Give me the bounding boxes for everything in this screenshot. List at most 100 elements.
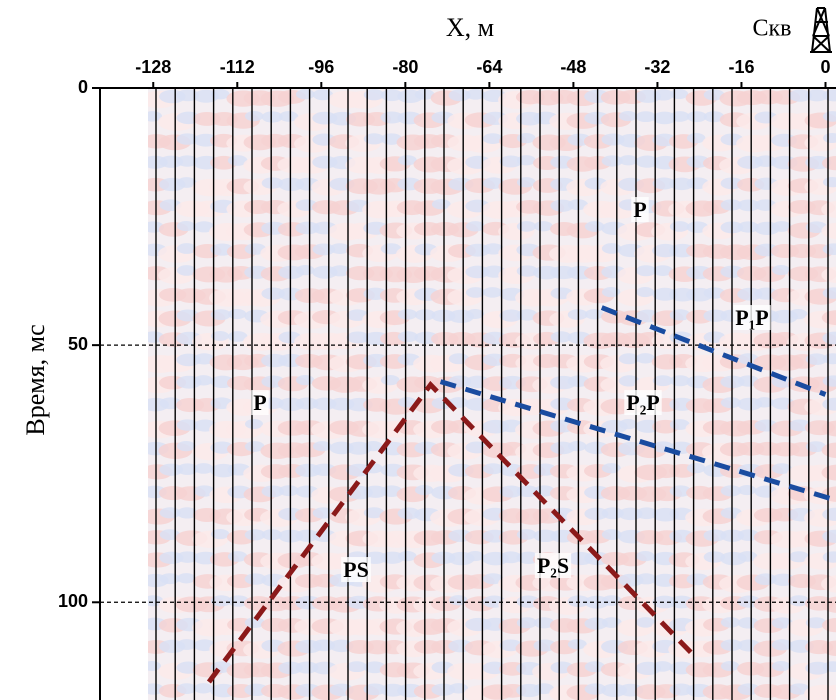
amplitude-blob [193,353,215,365]
amplitude-blob [516,617,538,629]
amplitude-blob [821,596,836,613]
amplitude-blob [618,353,640,365]
amplitude-blob [635,507,658,520]
amplitude-blob [176,221,196,232]
amplitude-blob [550,199,575,212]
amplitude-blob [176,89,200,102]
amplitude-blob [329,265,351,277]
amplitude-blob [380,375,400,386]
amplitude-blob [465,221,485,232]
amplitude-blob [176,573,196,584]
amplitude-blob [601,463,621,474]
amplitude-blob [584,617,608,630]
amplitude-blob [822,89,836,102]
amplitude-blob [720,397,742,409]
amplitude-blob [821,310,836,326]
amplitude-blob [278,485,300,497]
amplitude-blob [278,111,299,122]
amplitude-blob [703,529,727,542]
well-icon [810,7,832,53]
amplitude-blob [737,617,759,629]
amplitude-blob [397,331,418,343]
amplitude-blob [805,353,828,365]
amplitude-blob [771,639,793,651]
amplitude-blob [584,683,607,695]
wave-label-box [631,197,649,223]
amplitude-blob [159,551,184,565]
amplitude-blob [363,133,385,145]
amplitude-blob [312,243,336,256]
wave-label: P₂P [626,390,659,415]
amplitude-blob [821,618,836,633]
amplitude-blob [227,309,247,320]
amplitude-blob [686,111,707,123]
amplitude-blob [176,441,196,452]
amplitude-blob [176,683,197,694]
amplitude-blob [244,441,265,452]
amplitude-blob [176,639,197,650]
amplitude-blob [295,221,320,235]
amplitude-blob [771,221,792,232]
amplitude-blob [703,287,726,299]
amplitude-blob [567,441,587,452]
amplitude-blob [244,573,267,585]
amplitude-blob [431,199,451,210]
wave-label-box [341,557,371,583]
amplitude-blob [771,463,792,474]
amplitude-blob [822,243,836,255]
wave-label: P [253,390,266,415]
amplitude-blob [822,375,836,387]
x-tick-label: -96 [308,57,334,77]
amplitude-blob [499,485,523,498]
amplitude-blob [720,617,741,628]
amplitude-blob [482,287,503,298]
amplitude-blob [788,309,808,320]
y-axis-label: Время, мс [21,324,50,435]
amplitude-blob [805,441,827,453]
amplitude-blob [737,221,759,233]
amplitude-blob [720,485,742,497]
amplitude-blob [821,156,836,171]
amplitude-blob [822,331,836,345]
amplitude-blob [482,463,504,475]
horizon-line [206,380,695,684]
amplitude-blob [584,309,604,320]
amplitude-blob [244,617,265,628]
amplitude-blob [652,177,676,190]
amplitude-blob [465,309,485,320]
amplitude-blob [533,683,555,695]
amplitude-blob [516,309,538,321]
amplitude-blob [652,89,674,101]
horizon-line [439,379,835,502]
amplitude-blob [397,155,417,166]
amplitude-blob [533,221,553,232]
amplitude-blob [210,331,230,342]
amplitude-blob [652,375,674,387]
amplitude-blob [176,463,199,475]
amplitude-blob [822,397,836,411]
amplitude-blob [499,551,522,564]
amplitude-blob [210,89,230,100]
amplitude-blob [295,199,318,211]
amplitude-blob [346,661,367,673]
amplitude-blob [601,507,624,520]
amplitude-blob [312,89,334,101]
amplitude-blob [516,221,537,232]
amplitude-blob [822,177,836,188]
amplitude-blob [737,551,758,562]
amplitude-blob [516,529,537,540]
x-axis-label: X, м [446,13,494,42]
well-label: Скв [753,16,792,42]
amplitude-blob [193,683,213,694]
amplitude-blob [567,639,587,650]
amplitude-blob [652,265,673,276]
amplitude-blob [295,375,315,386]
x-tick-label: -64 [476,57,502,77]
amplitude-blob [431,683,456,696]
amplitude-blob [312,441,332,452]
amplitude-blob [244,419,264,430]
amplitude-blob [635,573,657,585]
amplitude-blob [176,551,199,563]
